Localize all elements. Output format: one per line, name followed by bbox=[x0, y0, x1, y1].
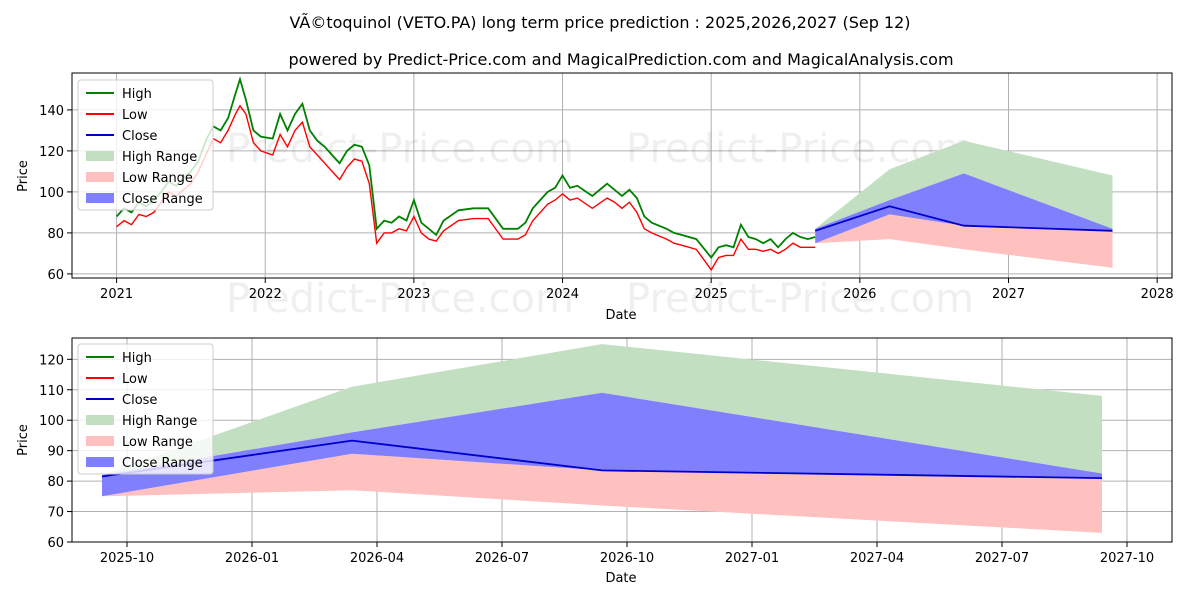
watermarks: Predict-Price.com Predict-Price.com Predic… bbox=[226, 126, 974, 322]
close-range-band bbox=[102, 392, 1102, 497]
low-legend-label: Low bbox=[122, 108, 148, 123]
y-tick-label: 60 bbox=[47, 536, 64, 551]
axis-ticks: 2021 2022 2023 2024 2025 2026 2027 2028 60 80 100 1… bbox=[39, 104, 1174, 302]
low-legend-label: Low bbox=[122, 372, 148, 387]
low-range-legend-swatch bbox=[86, 172, 114, 182]
low-line bbox=[116, 104, 816, 272]
y-tick-label: 140 bbox=[39, 104, 64, 119]
x-tick-label: 2021 bbox=[100, 287, 133, 302]
chart-title: VÃ©toquinol (VETO.PA) long term price pr… bbox=[289, 13, 910, 32]
high-range-band bbox=[102, 344, 1102, 475]
watermark-text: Predict-Price.com bbox=[226, 276, 574, 322]
close-range-band bbox=[815, 173, 1113, 244]
y-tick-label: 80 bbox=[47, 475, 64, 490]
watermark-text: Predict-Price.com bbox=[626, 276, 974, 322]
x-tick-label: 2027 bbox=[992, 287, 1025, 302]
y-tick-label: 100 bbox=[39, 414, 64, 429]
y-tick-label: 60 bbox=[47, 268, 64, 283]
low-range-legend-swatch bbox=[86, 436, 114, 446]
x-tick-label: 2026 bbox=[843, 287, 876, 302]
close-line bbox=[814, 205, 1113, 232]
chart-subtitle: powered by Predict-Price.com and Magical… bbox=[288, 50, 953, 69]
low-range-legend-label: Low Range bbox=[122, 435, 193, 450]
low-range-legend-label: Low Range bbox=[122, 171, 193, 186]
low-range-band bbox=[102, 453, 1102, 533]
x-tick-label: 2026-04 bbox=[350, 551, 404, 566]
y-tick-label: 100 bbox=[39, 186, 64, 201]
series bbox=[101, 344, 1103, 533]
high-range-legend-label: High Range bbox=[122, 414, 197, 429]
x-tick-label: 2025-10 bbox=[100, 551, 154, 566]
y-tick-label: 80 bbox=[47, 227, 64, 242]
history-and-forecast-panel: Predict-Price.com Predict-Price.com Predic… bbox=[16, 72, 1174, 323]
x-tick-label: 2027-01 bbox=[725, 551, 779, 566]
x-tick-label: 2026-01 bbox=[225, 551, 279, 566]
x-axis-label: Date bbox=[605, 571, 636, 586]
y-tick-label: 90 bbox=[47, 445, 64, 460]
high-range-band bbox=[815, 140, 1113, 229]
close-line bbox=[101, 439, 1103, 479]
x-tick-label: 2023 bbox=[397, 287, 430, 302]
close-range-legend-label: Close Range bbox=[122, 192, 203, 207]
x-tick-label: 2024 bbox=[546, 287, 579, 302]
x-axis-label: Date bbox=[605, 308, 636, 323]
x-tick-label: 2022 bbox=[249, 287, 282, 302]
close-range-legend-swatch bbox=[86, 457, 114, 467]
high-legend-label: High bbox=[122, 87, 152, 102]
y-tick-label: 70 bbox=[47, 506, 64, 521]
plot-frame bbox=[71, 337, 1173, 543]
axis-ticks: 2025-10 2026-01 2026-04 2026-07 2026-10 2027-… bbox=[39, 353, 1154, 566]
x-tick-label: 2026-10 bbox=[600, 551, 654, 566]
low-range-band bbox=[815, 214, 1113, 268]
y-tick-label: 110 bbox=[39, 384, 64, 399]
x-tick-label: 2025 bbox=[695, 287, 728, 302]
high-legend-label: High bbox=[122, 351, 152, 366]
legend: High Low Close High Range Low Range Close Ran… bbox=[77, 79, 214, 211]
close-legend-label: Close bbox=[122, 129, 157, 144]
x-tick-label: 2027-07 bbox=[975, 551, 1029, 566]
close-range-legend-swatch bbox=[86, 193, 114, 203]
x-tick-label: 2027-04 bbox=[850, 551, 904, 566]
y-tick-label: 120 bbox=[39, 353, 64, 368]
y-axis-label: Price bbox=[16, 160, 31, 192]
y-tick-label: 120 bbox=[39, 145, 64, 160]
high-line bbox=[115, 76, 816, 259]
legend: High Low Close High Range Low Range Close Ran… bbox=[77, 343, 214, 475]
y-axis-label: Price bbox=[16, 424, 31, 456]
series bbox=[115, 76, 1113, 272]
close-legend-label: Close bbox=[122, 393, 157, 408]
plot-frame bbox=[71, 72, 1173, 279]
close-range-legend-label: Close Range bbox=[122, 456, 203, 471]
high-range-legend-swatch bbox=[86, 415, 114, 425]
x-tick-label: 2028 bbox=[1141, 287, 1174, 302]
watermark-text: Predict-Price.com bbox=[226, 126, 574, 172]
high-range-legend-label: High Range bbox=[122, 150, 197, 165]
high-range-legend-swatch bbox=[86, 151, 114, 161]
x-tick-label: 2026-07 bbox=[475, 551, 529, 566]
x-tick-label: 2027-10 bbox=[1100, 551, 1154, 566]
